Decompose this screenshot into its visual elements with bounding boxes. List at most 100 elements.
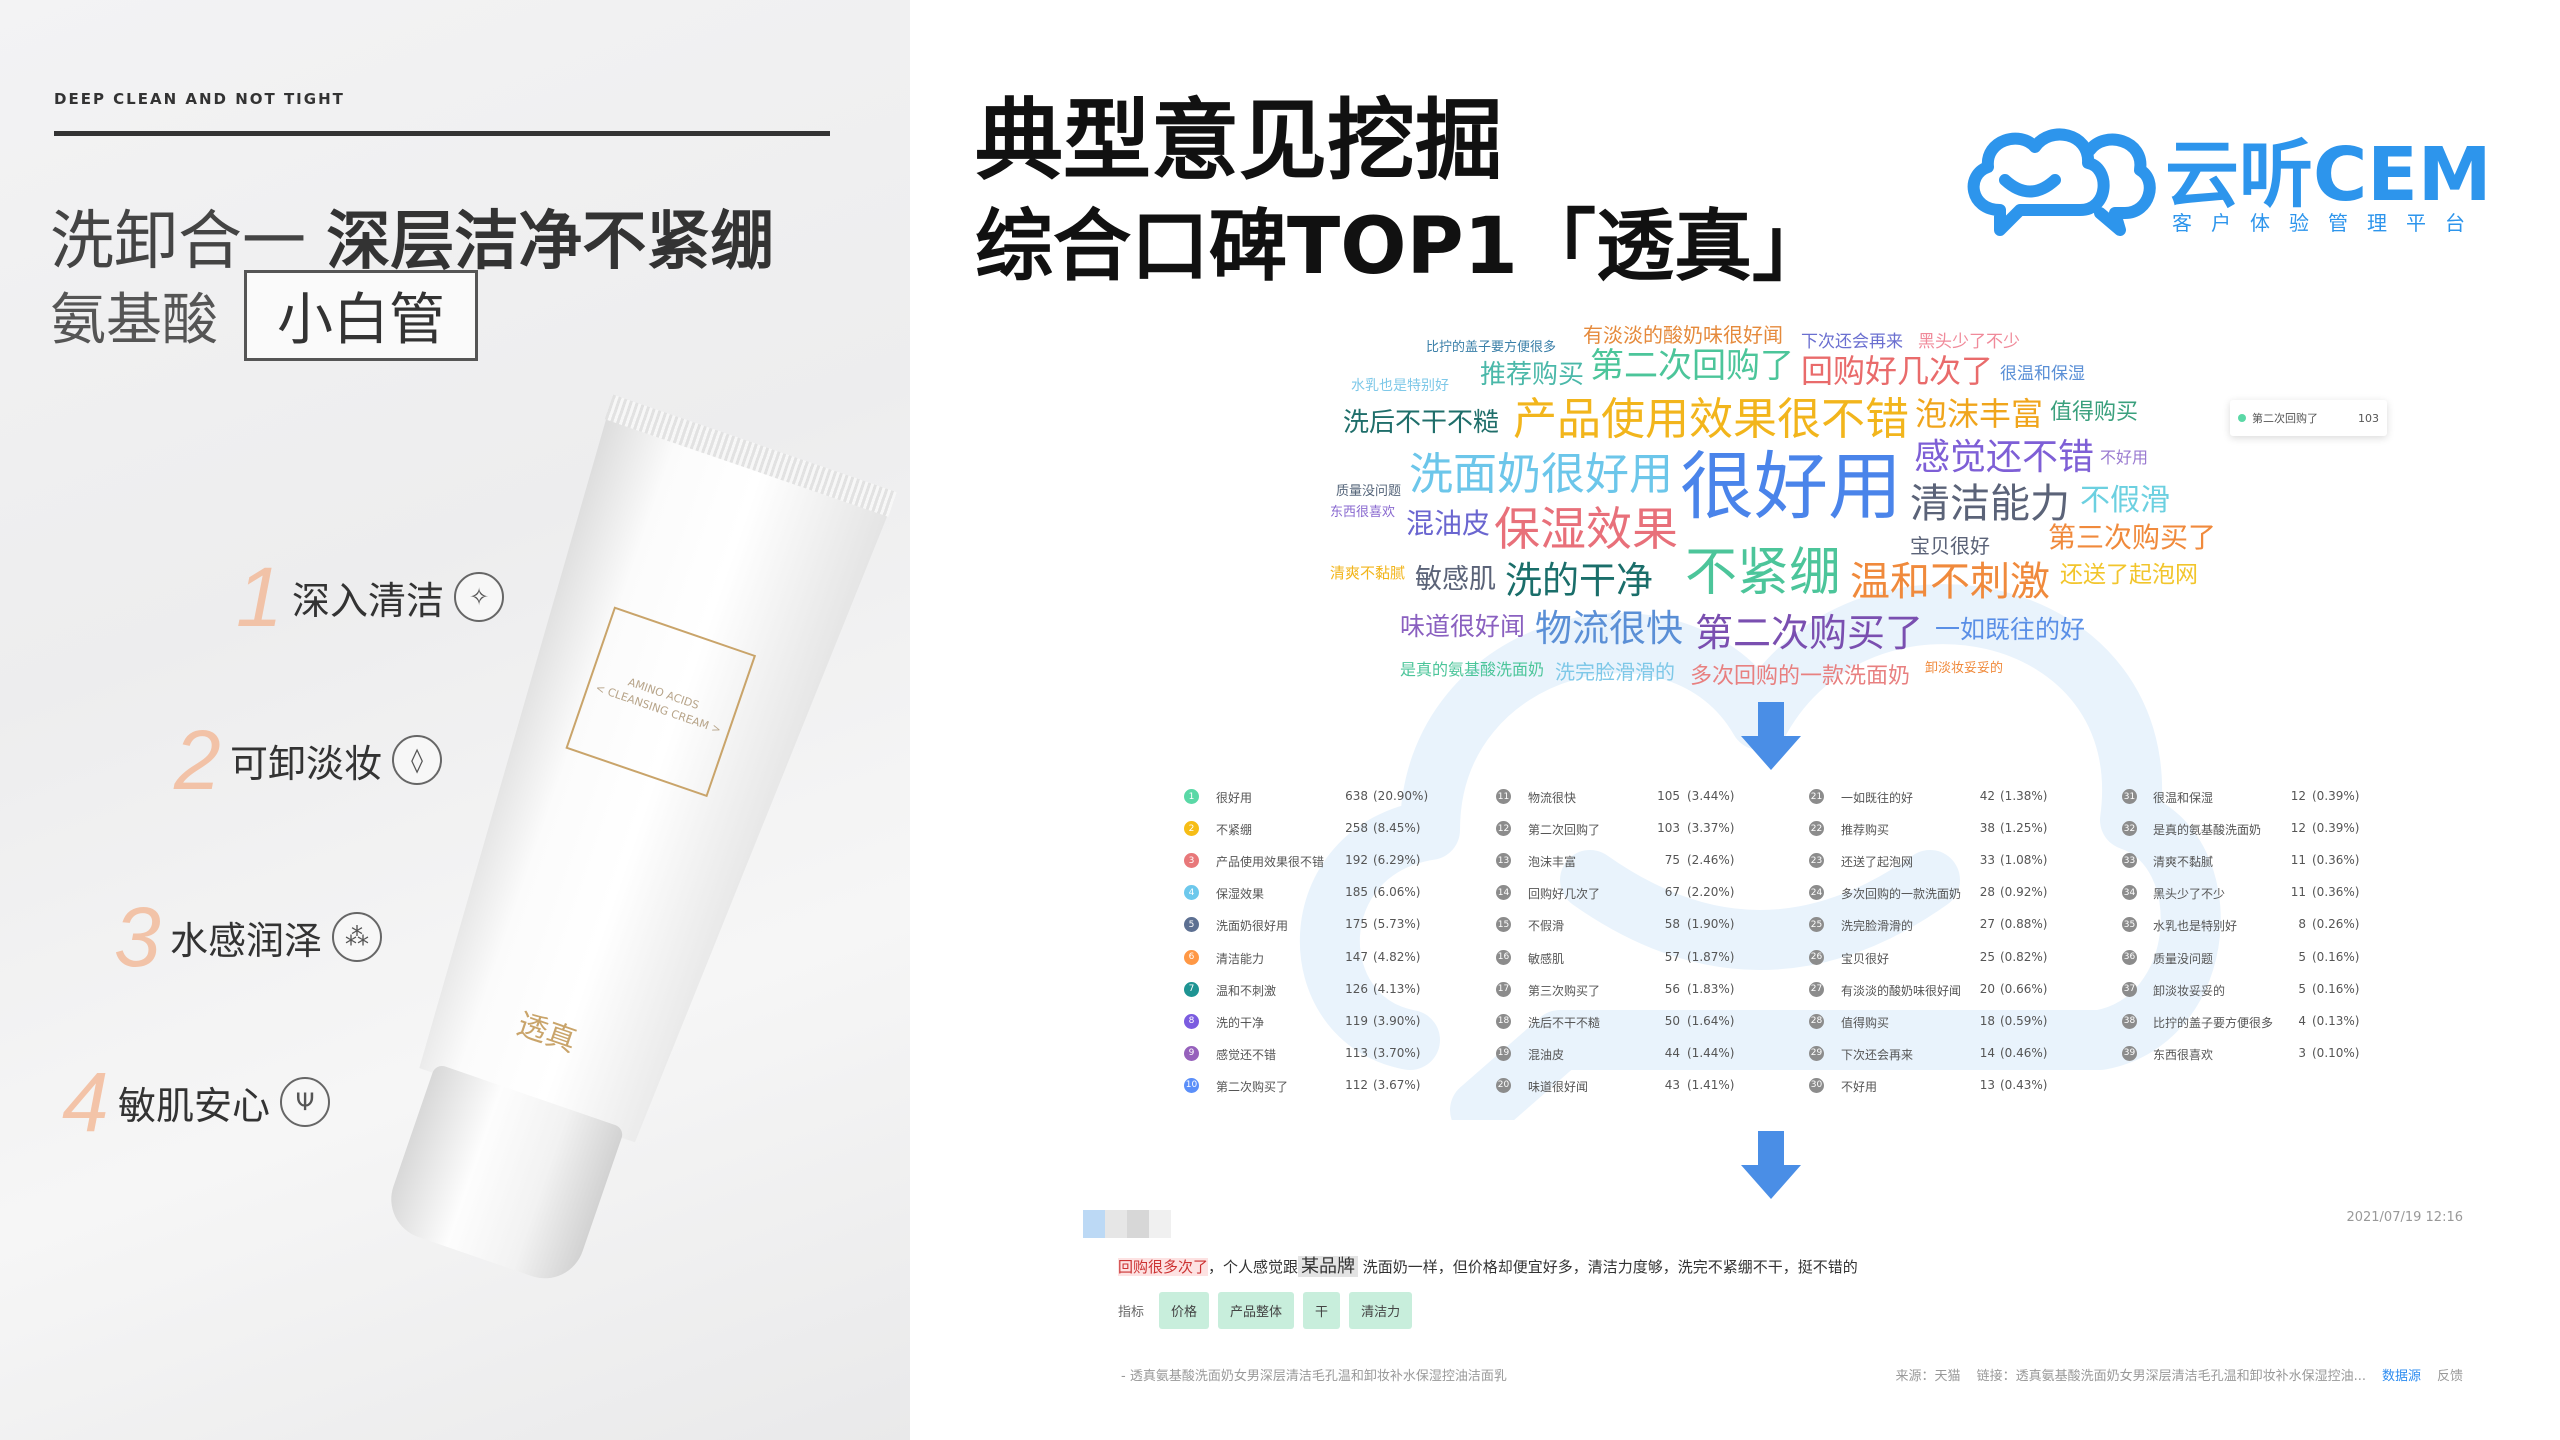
- cloud-word[interactable]: 温和不刺激: [1850, 559, 2050, 605]
- rank-badge: 14: [1496, 885, 1511, 901]
- feature-number: 3: [114, 890, 161, 984]
- cloud-word[interactable]: 很好用: [1680, 444, 1902, 530]
- rank-badge: 35: [2122, 917, 2137, 933]
- sparkle-icon: ✧: [454, 572, 505, 622]
- rank-label: 第三次购买了: [1528, 983, 1601, 998]
- cloud-word[interactable]: 宝贝很好: [1910, 534, 1990, 558]
- rank-label: 清爽不黏腻: [2153, 855, 2214, 870]
- cloud-word[interactable]: 东西很喜欢: [1330, 505, 1396, 520]
- rank-percent: (1.38%): [2000, 789, 2048, 803]
- rank-badge: 25: [1809, 917, 1824, 933]
- rank-badge: 30: [1809, 1077, 1824, 1093]
- cloud-word[interactable]: 洗的干净: [1505, 559, 1653, 602]
- cloud-word[interactable]: 第三次购买了: [2048, 521, 2217, 554]
- rank-percent: (6.06%): [1373, 885, 1421, 900]
- logo-slogan: 客户体验管理平台: [2172, 211, 2484, 235]
- rank-percent: (1.25%): [2000, 821, 2048, 836]
- tag[interactable]: 产品整体: [1218, 1292, 1295, 1329]
- rank-percent: (3.37%): [1687, 821, 1735, 836]
- rank-badge: 4: [1184, 885, 1199, 901]
- rank-label: 比拧的盖子要方便很多: [2153, 1015, 2274, 1030]
- rank-count: 27: [1979, 917, 1995, 932]
- product-link[interactable]: 链接：透真氨基酸洗面奶女男深层清洁毛孔温和卸妆补水保湿控油...: [1976, 1369, 2366, 1384]
- cloud-word[interactable]: 质量没问题: [1336, 484, 1402, 499]
- rank-percent: (4.13%): [1373, 981, 1421, 996]
- datasource-link[interactable]: 数据源: [2381, 1369, 2421, 1384]
- rank-label: 洗后不干不糙: [1528, 1015, 1601, 1030]
- cloud-word[interactable]: 不假滑: [2080, 483, 2170, 518]
- cloud-word[interactable]: 水乳也是特别好: [1351, 378, 1449, 394]
- cloud-word[interactable]: 清爽不黏腻: [1330, 564, 1406, 582]
- cloud-word[interactable]: 值得购买: [2050, 400, 2139, 425]
- cloud-word[interactable]: 还送了起泡网: [2060, 562, 2198, 588]
- rank-count: 175: [1345, 917, 1368, 932]
- rank-count: 113: [1345, 1045, 1368, 1060]
- rank-count: 58: [1664, 917, 1680, 932]
- rank-count: 147: [1345, 949, 1368, 964]
- headline-bold: 深层洁净不紧绷: [326, 205, 775, 279]
- rank-badge: 28: [1809, 1013, 1824, 1029]
- feature-1: 1 深入清洁 ✧: [236, 555, 505, 639]
- cloud-word[interactable]: 卸淡妆妥妥的: [1925, 661, 2004, 676]
- product-tube-image: AMINO ACIDS < CLEANSING CREAM > 透真: [333, 394, 897, 1306]
- rank-percent: (0.59%): [2000, 1013, 2048, 1028]
- cloud-word[interactable]: 味道很好闻: [1400, 612, 1526, 641]
- cloud-word[interactable]: 比拧的盖子要方便很多: [1426, 340, 1557, 355]
- cloud-word[interactable]: 有淡淡的酸奶味很好闻: [1583, 323, 1783, 347]
- cloud-chat-logo-icon: [1967, 128, 2156, 236]
- cloud-word[interactable]: 物流很快: [1535, 607, 1683, 650]
- cloud-word[interactable]: 混油皮: [1406, 507, 1491, 540]
- cloud-word[interactable]: 感觉还不错: [1914, 437, 2095, 478]
- rank-percent: (0.13%): [2312, 1013, 2360, 1028]
- rank-count: 638: [1345, 789, 1368, 803]
- cloud-word[interactable]: 洗面奶很好用: [1409, 449, 1673, 500]
- cloud-word[interactable]: 保湿效果: [1494, 502, 1678, 556]
- droplet-icon: ◊: [392, 735, 443, 785]
- rank-label: 洗面奶很好用: [1216, 919, 1289, 934]
- rank-count: 8: [2298, 917, 2306, 932]
- cloud-word[interactable]: 敏感肌: [1415, 564, 1496, 595]
- rank-count: 3: [2298, 1045, 2306, 1060]
- feedback-link[interactable]: 反馈: [2436, 1369, 2463, 1384]
- product-banner: DEEP CLEAN AND NOT TIGHT 洗卸合一 深层洁净不紧绷 氨基…: [0, 0, 910, 1440]
- cloud-word[interactable]: 一如既往的好: [1935, 615, 2086, 644]
- rank-label: 混油皮: [1528, 1047, 1565, 1062]
- cloud-word[interactable]: 多次回购的一款洗面奶: [1690, 664, 1911, 689]
- rank-count: 44: [1664, 1045, 1680, 1060]
- tag[interactable]: 干: [1303, 1292, 1341, 1329]
- cloud-word[interactable]: 清洁能力: [1910, 481, 2070, 527]
- cloud-word[interactable]: 推荐购买: [1480, 360, 1585, 390]
- cloud-word[interactable]: 回购好几次了: [1801, 352, 1994, 390]
- rank-badge: 33: [2122, 853, 2137, 869]
- rank-percent: (0.36%): [2312, 885, 2360, 900]
- cloud-word[interactable]: 第二次购买了: [1695, 611, 1924, 655]
- feature-4: 4 敏肌安心 Ψ: [62, 1060, 331, 1144]
- cloud-word[interactable]: 下次还会再来: [1801, 332, 1903, 352]
- rank-badge: 32: [2122, 821, 2137, 837]
- rank-percent: (3.90%): [1373, 1013, 1421, 1028]
- rank-percent: (0.46%): [2000, 1045, 2048, 1060]
- cloud-word[interactable]: 不好用: [2100, 448, 2149, 467]
- cloud-word[interactable]: 第二次回购了: [1590, 346, 1794, 386]
- cloud-word[interactable]: 黑头少了不少: [1918, 332, 2020, 352]
- cloud-word[interactable]: 不紧绷: [1685, 543, 1842, 603]
- rank-badge: 7: [1184, 981, 1199, 997]
- rank-label: 物流很快: [1528, 791, 1577, 805]
- cloud-word[interactable]: 洗完脸滑滑的: [1555, 660, 1675, 684]
- rank-count: 28: [1979, 885, 1995, 900]
- rank-percent: (0.39%): [2312, 789, 2360, 803]
- cloud-word[interactable]: 很温和保湿: [2000, 364, 2085, 384]
- rank-label: 回购好几次了: [1528, 887, 1601, 902]
- rank-count: 12: [2290, 821, 2306, 836]
- tag[interactable]: 价格: [1159, 1292, 1210, 1329]
- tag[interactable]: 清洁力: [1349, 1292, 1413, 1329]
- cloud-word[interactable]: 泡沫丰富: [1915, 395, 2044, 433]
- cloud-word[interactable]: 产品使用效果很不错: [1513, 394, 1909, 445]
- rank-percent: (3.70%): [1373, 1045, 1421, 1060]
- rank-label: 不好用: [1841, 1079, 1878, 1094]
- rank-badge: 12: [1496, 821, 1511, 837]
- rank-percent: (20.90%): [1373, 789, 1429, 803]
- rank-count: 20: [1979, 981, 1995, 996]
- cloud-word[interactable]: 洗后不干不糙: [1343, 408, 1500, 438]
- cloud-word[interactable]: 是真的氨基酸洗面奶: [1400, 660, 1545, 679]
